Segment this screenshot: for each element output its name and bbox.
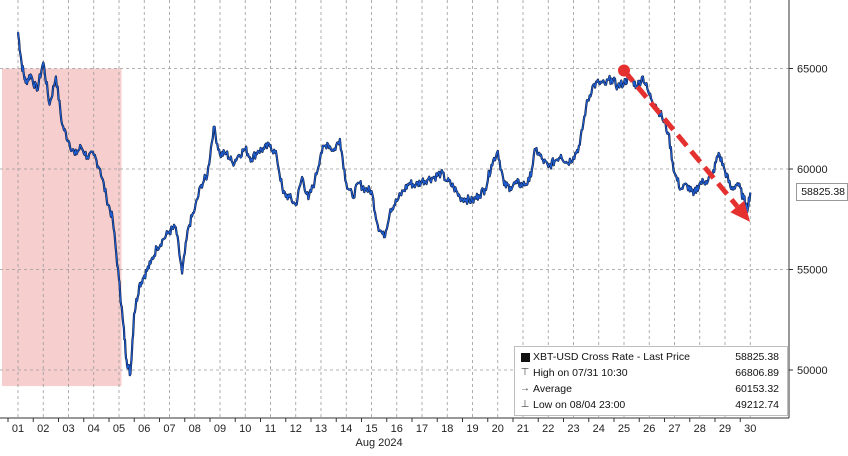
- x-tick-label: 21: [517, 423, 529, 435]
- x-tick-label: 08: [189, 423, 201, 435]
- x-tick-label: 14: [340, 423, 352, 435]
- x-month-label: Aug 2024: [356, 437, 403, 449]
- x-tick-label: 17: [416, 423, 428, 435]
- average-marker-icon: →: [520, 383, 530, 394]
- x-tick-label: 25: [618, 423, 630, 435]
- trend-arrow-line: [622, 68, 740, 209]
- x-tick-label: 02: [37, 423, 49, 435]
- y-tick-label: 65000: [797, 64, 828, 76]
- legend-label: Average: [533, 383, 572, 395]
- legend-label: Low on 08/04 23:00: [533, 399, 626, 411]
- x-tick-label: 09: [214, 423, 226, 435]
- x-tick-label: 22: [542, 423, 554, 435]
- legend-label: XBT-USD Cross Rate - Last Price: [533, 351, 690, 363]
- x-tick-label: 19: [466, 423, 478, 435]
- x-tick-label: 01: [12, 423, 24, 435]
- legend-label: High on 07/31 10:30: [533, 367, 628, 379]
- legend-value: 49212.74: [735, 399, 779, 411]
- legend-value: 66806.89: [735, 367, 779, 379]
- x-tick-label: 03: [62, 423, 74, 435]
- low-marker-icon: ⊥: [520, 399, 530, 410]
- chart-legend: XBT-USD Cross Rate - Last Price 58825.38…: [514, 346, 788, 416]
- x-tick-label: 05: [113, 423, 125, 435]
- x-tick-label: 24: [593, 423, 605, 435]
- trend-arrow-head-icon: [730, 200, 751, 222]
- x-tick-label: 26: [643, 423, 655, 435]
- y-tick-label: 55000: [797, 265, 828, 277]
- legend-row-average: → Average 60153.32: [515, 382, 787, 397]
- x-tick-label: 06: [138, 423, 150, 435]
- legend-row-last-price: XBT-USD Cross Rate - Last Price 58825.38: [515, 350, 787, 365]
- y-tick-label: 60000: [797, 164, 828, 176]
- x-tick-label: 11: [265, 423, 276, 435]
- legend-value: 58825.38: [735, 351, 779, 363]
- y-tick-label: 50000: [797, 365, 828, 377]
- x-tick-label: 30: [744, 423, 756, 435]
- last-price-badge: 58825.38: [796, 183, 848, 201]
- legend-row-low: ⊥ Low on 08/04 23:00 49212.74: [515, 398, 787, 413]
- x-tick-label: 28: [694, 423, 706, 435]
- price-line: [17, 32, 751, 376]
- x-tick-label: 18: [441, 423, 453, 435]
- x-tick-label: 07: [163, 423, 175, 435]
- legend-row-high: ⊤ High on 07/31 10:30 66806.89: [515, 366, 787, 381]
- high-marker-icon: ⊤: [520, 367, 530, 378]
- series-swatch-icon: [521, 353, 530, 362]
- x-tick-label: 13: [315, 423, 327, 435]
- x-tick-label: 15: [365, 423, 377, 435]
- legend-value: 60153.32: [735, 383, 779, 395]
- x-tick-label: 27: [668, 423, 680, 435]
- x-tick-label: 12: [290, 423, 302, 435]
- x-tick-label: 29: [719, 423, 731, 435]
- x-tick-label: 04: [88, 423, 100, 435]
- x-tick-label: 10: [239, 423, 251, 435]
- x-tick-label: 16: [391, 423, 403, 435]
- x-tick-label: 23: [567, 423, 579, 435]
- x-tick-label: 20: [492, 423, 504, 435]
